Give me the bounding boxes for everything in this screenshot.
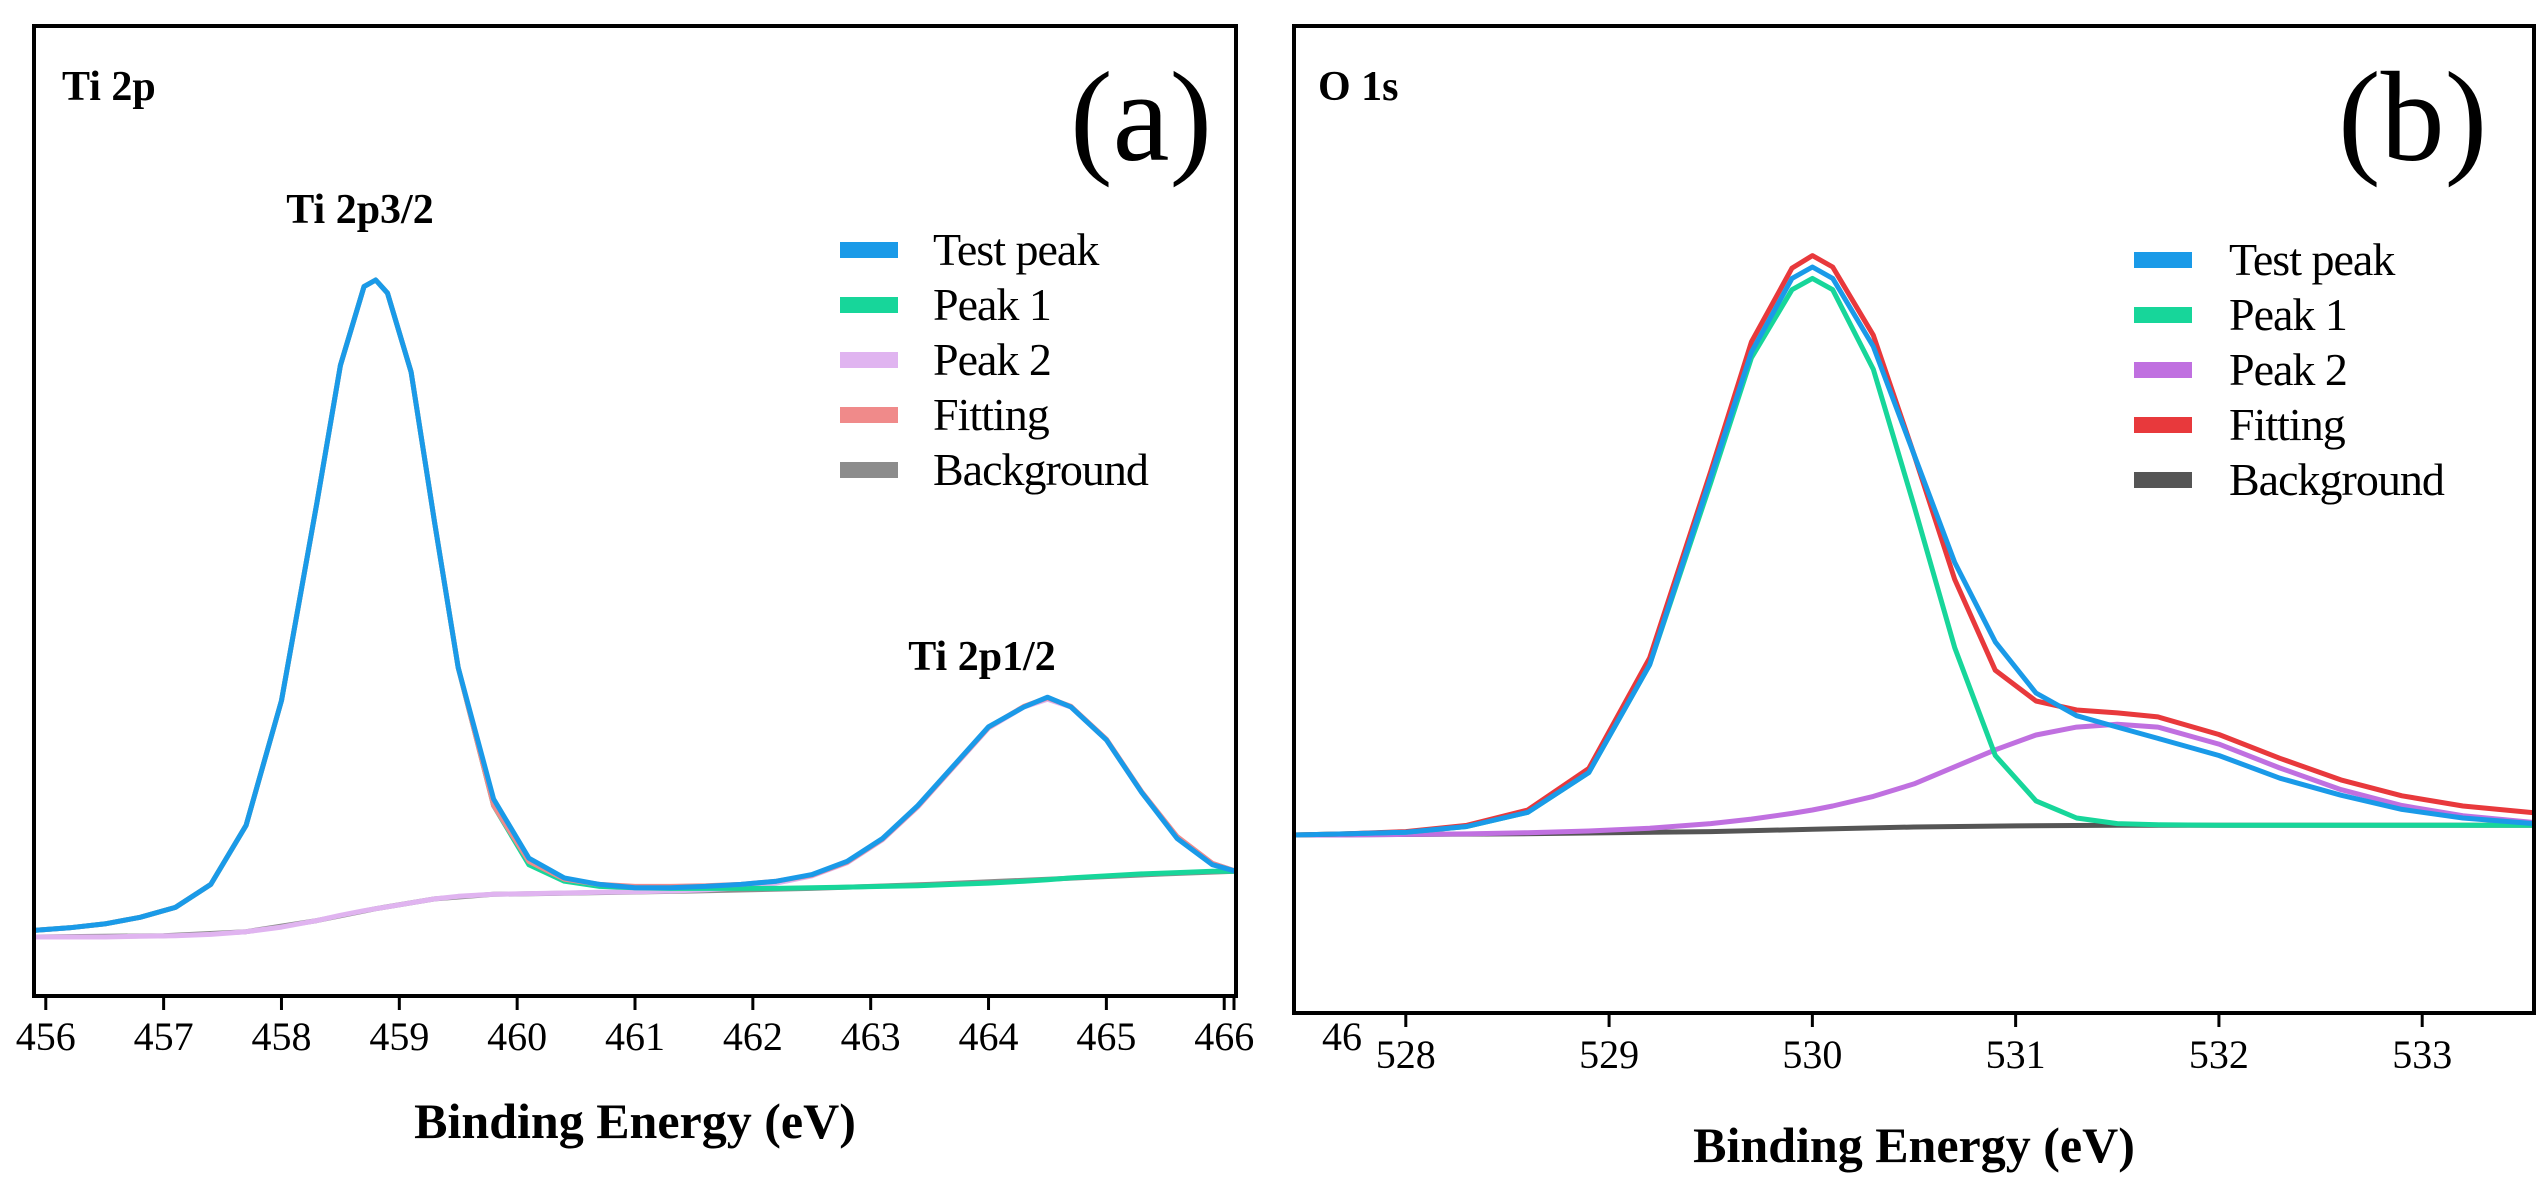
legend-swatch-peak-1: [2134, 307, 2192, 323]
legend-swatch-peak-2: [2134, 362, 2192, 378]
series-line-fitting: [1294, 253, 2534, 838]
x-tick-label: 46: [1322, 1014, 1362, 1059]
peak-annotation-ti-2p3-2: Ti 2p3/2: [286, 187, 433, 233]
panel-letter: (a): [1070, 46, 1212, 188]
legend-swatch-background: [840, 462, 898, 478]
legend-swatch-fitting: [840, 407, 898, 423]
x-tick-label: 462: [723, 1014, 783, 1059]
legend-label-background: Background: [2229, 454, 2445, 505]
series-line-peak-1: [1294, 275, 2534, 838]
x-axis-title: Binding Energy (eV): [414, 1093, 856, 1149]
plot-frame: [32, 24, 1238, 998]
panel-a-ti-2p: 456 457 458 459 460 461 462 463 464 465 466 46 Bindi…: [16, 24, 1362, 1149]
x-tick-label: 465: [1076, 1014, 1136, 1059]
peak-annotation-ti-2p1-2: Ti 2p1/2: [908, 634, 1055, 680]
legend-label-fitting: Fitting: [933, 389, 1050, 440]
x-tick-label: 463: [841, 1014, 901, 1059]
series-lines: [1294, 253, 2534, 838]
series-line-test-peak: [34, 277, 1236, 933]
x-tick-label: 461: [605, 1014, 665, 1059]
legend-label-peak-2: Peak 2: [933, 334, 1051, 385]
x-tick-label: 533: [2392, 1032, 2452, 1077]
x-tick-label: 464: [959, 1014, 1019, 1059]
legend-swatch-fitting: [2134, 417, 2192, 433]
panel-b-o-1s: 528 529 530 531 532 533 Binding Energy (eV) O 1…: [1292, 24, 2536, 1173]
legend-label-background: Background: [933, 444, 1149, 495]
x-tick-label: 460: [487, 1014, 547, 1059]
series-lines: [34, 277, 1236, 940]
series-line-peak-1: [34, 277, 1236, 933]
series-line-peak-2: [1294, 721, 2534, 838]
series-line-fitting: [34, 277, 1236, 933]
x-tick-label: 530: [1782, 1032, 1842, 1077]
series-line-test-peak: [1294, 264, 2534, 838]
panel-title: O 1s: [1318, 64, 1399, 110]
legend-label-peak-2: Peak 2: [2229, 344, 2347, 395]
x-tick-label: 532: [2189, 1032, 2249, 1077]
legend-swatch-background: [2134, 472, 2192, 488]
legend-label-fitting: Fitting: [2229, 399, 2346, 450]
x-tick-label: 456: [16, 1014, 76, 1059]
x-axis-title: Binding Energy (eV): [1693, 1117, 2135, 1173]
x-tick-label: 528: [1376, 1032, 1436, 1077]
legend-swatch-test-peak: [840, 242, 898, 258]
x-tick-label: 529: [1579, 1032, 1639, 1077]
panel-letter: (b): [2338, 46, 2487, 188]
x-tick-label: 458: [251, 1014, 311, 1059]
legend-label-test-peak: Test peak: [2229, 234, 2395, 285]
x-tick-label: 531: [1986, 1032, 2046, 1077]
legend-swatch-test-peak: [2134, 252, 2192, 268]
x-tick-label: 457: [134, 1014, 194, 1059]
legend-swatch-peak-2: [840, 352, 898, 368]
legend-label-peak-1: Peak 1: [933, 279, 1051, 330]
legend-swatch-peak-1: [840, 297, 898, 313]
legend-label-peak-1: Peak 1: [2229, 289, 2347, 340]
plot-frame: [1292, 24, 2536, 1015]
legend-label-test-peak: Test peak: [933, 224, 1099, 275]
panel-title: Ti 2p: [62, 64, 156, 110]
x-tick-label: 466: [1194, 1014, 1254, 1059]
x-tick-label: 459: [369, 1014, 429, 1059]
series-line-peak-2: [34, 696, 1236, 940]
